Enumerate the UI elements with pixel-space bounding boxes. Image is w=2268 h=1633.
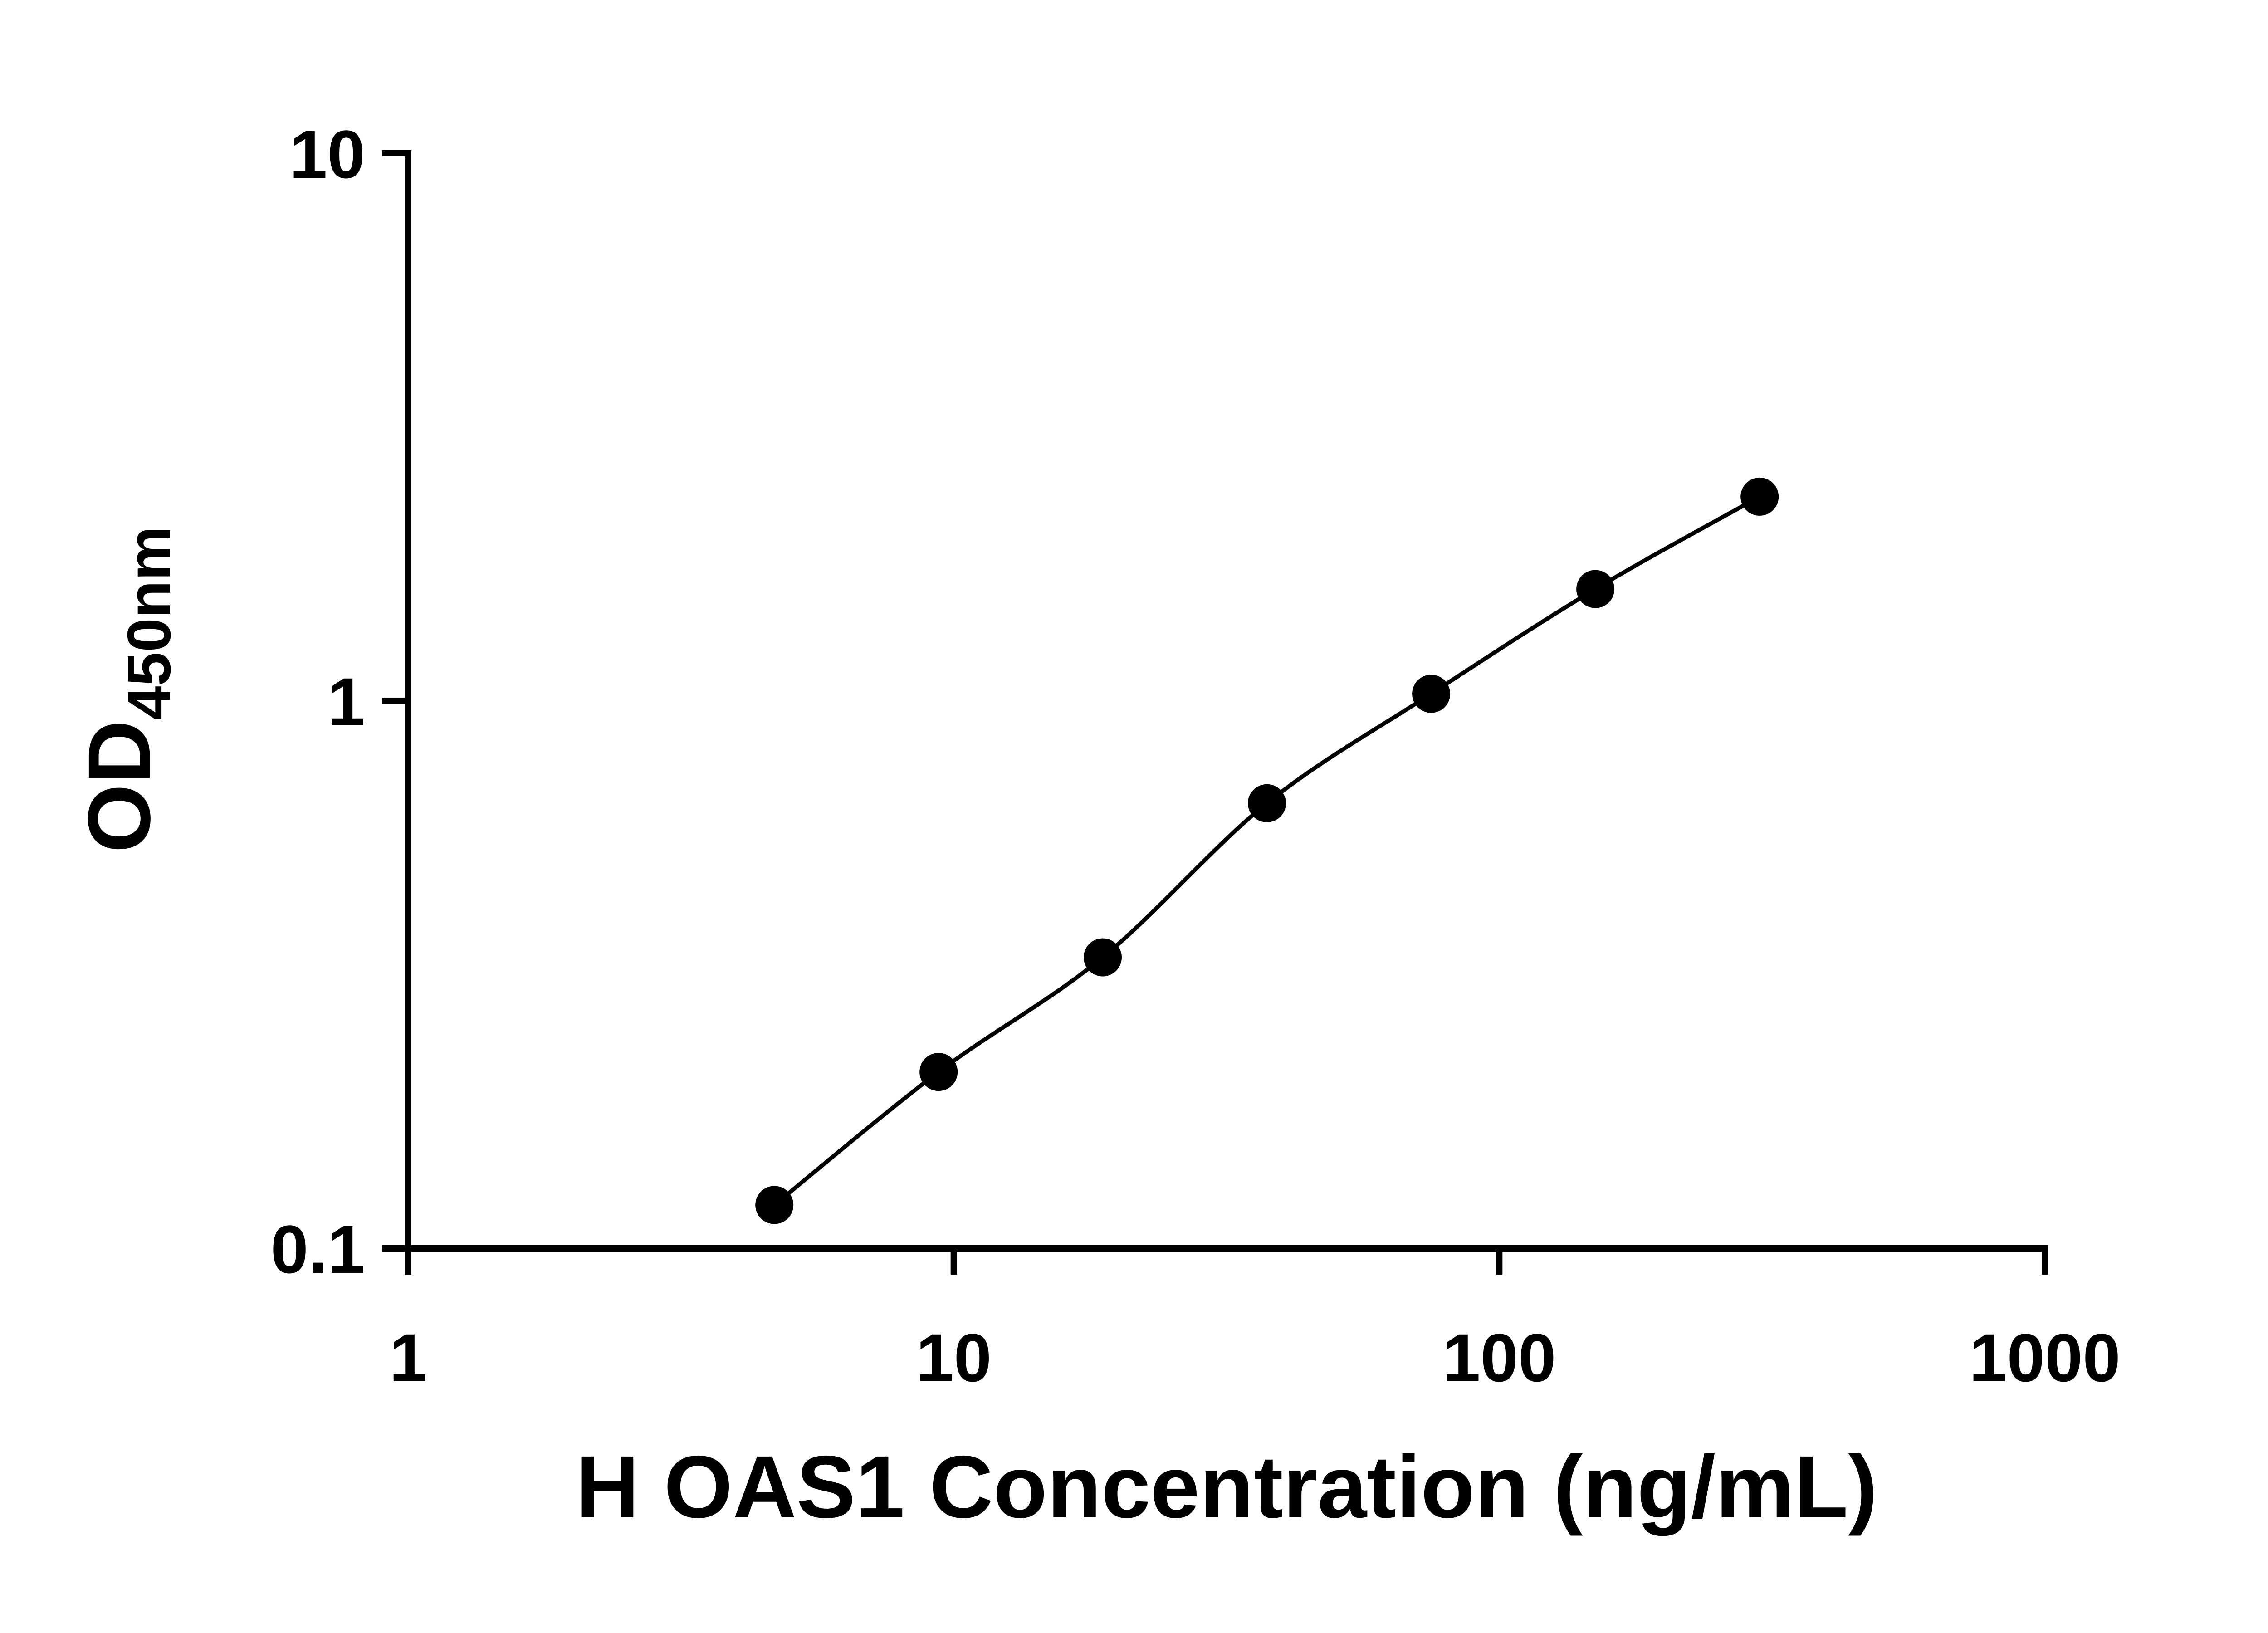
y-axis-title-main: OD bbox=[70, 720, 169, 853]
data-point bbox=[1248, 784, 1286, 822]
data-point bbox=[919, 1053, 958, 1091]
data-point bbox=[1412, 675, 1451, 713]
x-tick-label: 1 bbox=[389, 1320, 427, 1396]
y-axis-title-subscript: 450nm bbox=[115, 526, 183, 720]
data-point bbox=[1576, 570, 1615, 608]
y-tick-label: 0.1 bbox=[270, 1211, 365, 1287]
x-tick-label: 1000 bbox=[1969, 1320, 2121, 1396]
data-point bbox=[1084, 938, 1122, 977]
axes-layer: 1 10 100 1000 0.1 1 10 bbox=[270, 116, 2120, 1396]
y-tick-label: 10 bbox=[289, 116, 365, 192]
x-tick-label: 10 bbox=[916, 1320, 992, 1396]
series-line bbox=[773, 494, 1761, 1207]
x-axis-title: H OAS1 Concentration (ng/mL) bbox=[576, 1437, 1878, 1536]
svg-text:OD450nm: OD450nm bbox=[70, 526, 183, 853]
data-point bbox=[1740, 477, 1779, 516]
y-tick-label: 1 bbox=[327, 664, 365, 740]
y-axis-title: OD450nm bbox=[70, 526, 183, 853]
x-tick-label: 100 bbox=[1442, 1320, 1556, 1396]
data-point bbox=[755, 1186, 794, 1224]
data-series-layer bbox=[755, 477, 1779, 1224]
